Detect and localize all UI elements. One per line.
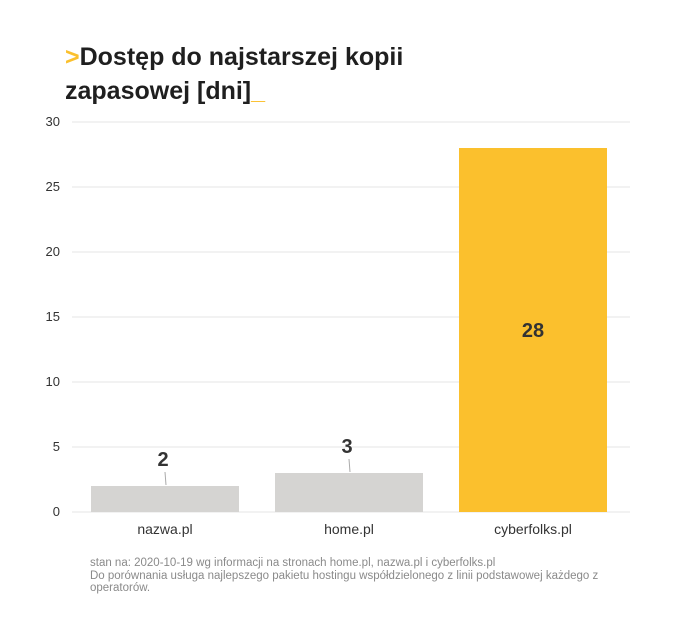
bar-cyberfolks.pl bbox=[459, 148, 607, 512]
footnote: stan na: 2020-10-19 wg informacji na str… bbox=[90, 557, 650, 595]
y-tick-label: 10 bbox=[46, 374, 60, 389]
title-line-1: Dostęp do najstarszej kopii bbox=[79, 43, 404, 71]
data-label-leader bbox=[164, 471, 167, 486]
y-tick-label: 30 bbox=[46, 114, 60, 129]
y-tick-label: 5 bbox=[53, 439, 60, 454]
data-label-leader bbox=[348, 458, 351, 473]
x-tick-label: nazwa.pl bbox=[137, 521, 192, 537]
footnote-note: Do porównania usługa najlepszego pakietu… bbox=[90, 569, 599, 595]
y-tick-label: 15 bbox=[46, 309, 60, 324]
bar-home.pl bbox=[275, 473, 423, 512]
y-tick-label: 20 bbox=[46, 244, 60, 259]
data-label: 28 bbox=[522, 320, 544, 342]
chart-title: >Dostęp do najstarszej kopii zapasowej [d… bbox=[65, 40, 625, 108]
y-tick-label: 25 bbox=[46, 179, 60, 194]
data-label: 2 bbox=[157, 449, 168, 471]
footnote-source: stan na: 2020-10-19 wg informacji na str… bbox=[90, 557, 496, 569]
x-tick-label: home.pl bbox=[324, 521, 374, 537]
title-suffix: _ bbox=[251, 77, 266, 105]
bar-nazwa.pl bbox=[91, 486, 239, 512]
y-tick-label: 0 bbox=[53, 504, 60, 519]
data-label: 3 bbox=[341, 436, 352, 458]
x-tick-label: cyberfolks.pl bbox=[494, 521, 572, 537]
title-prefix: > bbox=[65, 43, 80, 71]
title-line-2: zapasowej [dni] bbox=[65, 77, 252, 105]
